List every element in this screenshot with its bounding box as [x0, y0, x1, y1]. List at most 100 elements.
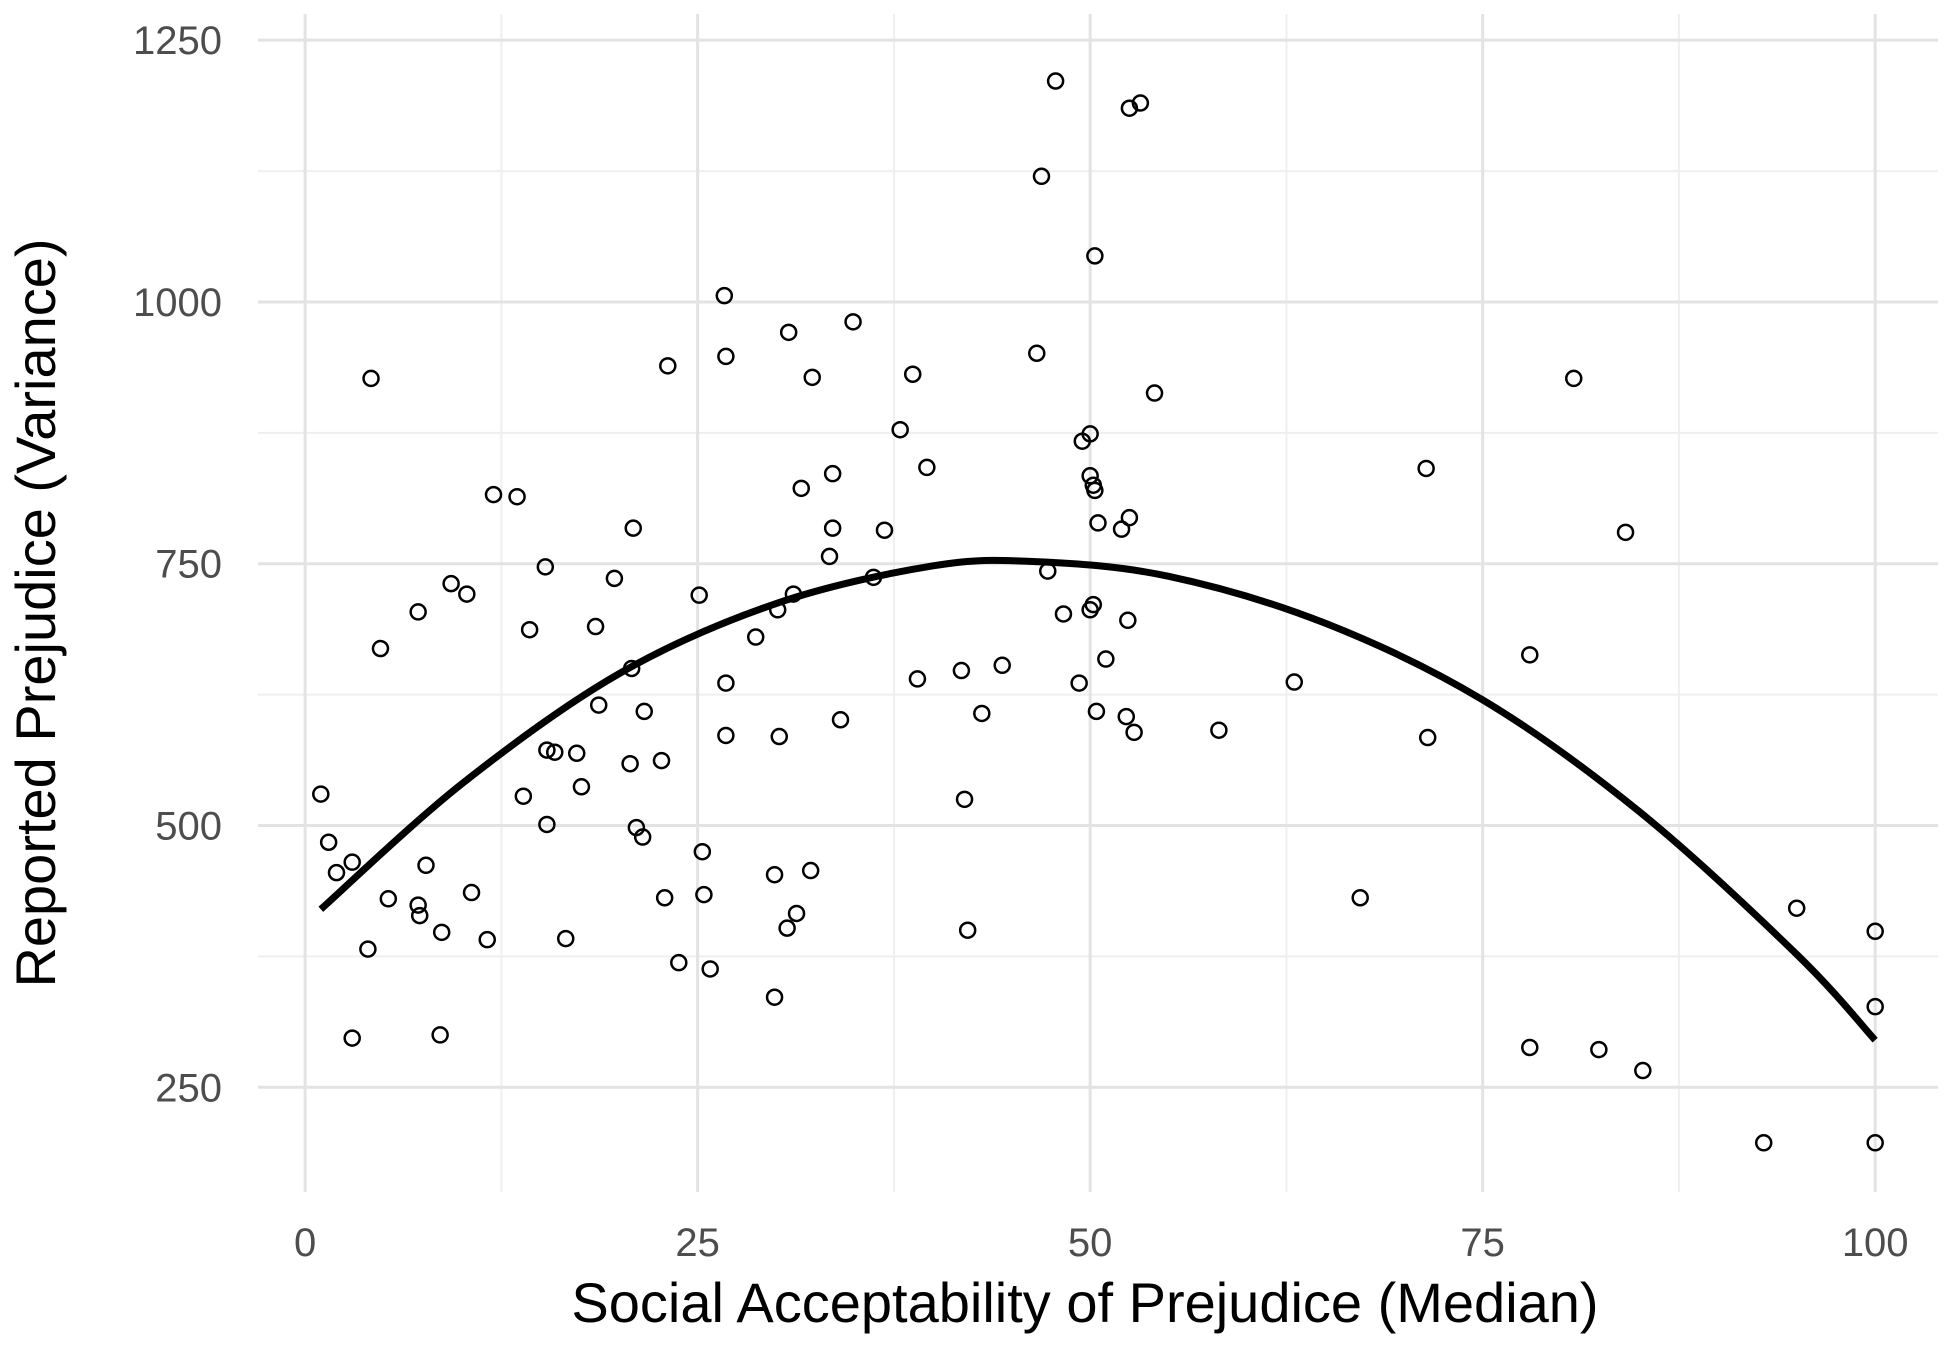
scatter-point — [343, 1029, 361, 1047]
scatter-point — [659, 357, 677, 375]
minor-gridlines — [258, 14, 1938, 1192]
scatter-point — [605, 569, 624, 588]
scatter-point — [823, 519, 842, 537]
scatter-point — [717, 726, 735, 745]
scatter-point — [1131, 94, 1150, 112]
scatter-point — [556, 929, 575, 948]
scatter-point — [538, 815, 556, 834]
scatter-point — [1521, 1038, 1539, 1057]
x-axis-tick-labels: 0 25 50 75 100 — [294, 1221, 1909, 1265]
scatter-point — [823, 464, 842, 483]
scatter-point — [652, 751, 671, 770]
scatter-point — [1866, 997, 1884, 1016]
scatter-point — [1866, 1134, 1884, 1152]
scatter-point — [844, 313, 862, 331]
scatter-point — [1097, 650, 1115, 668]
scatter-point — [820, 547, 839, 566]
scatter-point — [770, 727, 789, 746]
scatter-point — [1087, 702, 1106, 721]
scatter-point — [362, 369, 380, 388]
y-tick-label: 750 — [155, 543, 222, 587]
scatter-point — [670, 953, 688, 972]
scatter-point — [635, 702, 653, 721]
y-tick-label: 1250 — [133, 19, 222, 63]
x-tick-label: 50 — [1068, 1221, 1113, 1265]
scatter-point — [371, 639, 390, 658]
scatter-point — [690, 586, 708, 604]
scatter-point — [1285, 673, 1304, 691]
scatter-point — [693, 842, 712, 861]
scatter-point — [536, 558, 555, 576]
scatter-point — [1089, 514, 1107, 532]
y-tick-label: 1000 — [133, 281, 222, 325]
scatter-point — [1046, 72, 1065, 90]
scatter-point — [1634, 1061, 1652, 1080]
x-tick-label: 25 — [675, 1221, 720, 1265]
scatter-point — [955, 790, 974, 809]
scatter-point — [1590, 1040, 1608, 1059]
scatter-point — [319, 833, 338, 852]
scatter-point — [572, 778, 591, 796]
scatter-point — [621, 754, 639, 773]
x-tick-label: 75 — [1460, 1221, 1505, 1265]
scatter-point — [765, 865, 784, 884]
scatter-point — [908, 670, 927, 688]
scatter-point — [695, 885, 713, 904]
y-axis-tick-labels: 250 500 750 1000 1250 — [133, 19, 222, 1110]
scatter-point — [1866, 922, 1884, 941]
scatter-point — [1119, 611, 1137, 630]
scatter-point — [586, 617, 605, 636]
scatter-point — [1070, 674, 1088, 692]
scatter-point — [715, 286, 734, 305]
major-gridlines — [258, 14, 1938, 1192]
scatter-point — [1028, 344, 1046, 363]
x-tick-label: 0 — [294, 1221, 316, 1265]
scatter-point — [410, 906, 429, 925]
x-axis-title: Social Acceptability of Prejudice (Media… — [571, 1271, 1598, 1334]
scatter-point — [1351, 889, 1369, 907]
scatter-point — [432, 923, 451, 942]
scatter-point — [1418, 728, 1437, 747]
scatter-point — [717, 674, 735, 692]
scatter-point — [891, 420, 909, 439]
y-axis-title: Reported Prejudice (Variance) — [4, 238, 67, 987]
scatter-point — [831, 711, 850, 729]
scatter-point — [462, 883, 481, 902]
scatter-point — [717, 347, 735, 366]
y-tick-label: 250 — [155, 1066, 222, 1110]
scatter-point — [633, 828, 652, 846]
scatter-point — [1120, 508, 1139, 527]
scatter-point — [409, 603, 427, 621]
scatter-point — [1145, 384, 1164, 402]
scatter-point — [1086, 481, 1104, 500]
scatter-point — [875, 521, 894, 539]
scatter-point — [792, 479, 811, 498]
x-tick-label: 100 — [1842, 1221, 1909, 1265]
scatter-point — [442, 574, 460, 593]
scatter-point — [312, 785, 330, 803]
scatter-point — [431, 1026, 449, 1044]
scatter-point — [458, 585, 476, 603]
scatter-point — [343, 853, 361, 871]
scatter-point — [327, 863, 346, 882]
scatter-point — [746, 628, 765, 646]
scatter-point — [787, 904, 806, 923]
scatter-point — [778, 919, 796, 937]
scatter-point — [417, 856, 435, 875]
scatter-point — [1117, 707, 1136, 726]
scatter-point — [803, 368, 821, 387]
scatter-point — [1081, 425, 1099, 443]
scatter-point — [765, 988, 784, 1006]
scatter-point — [1112, 520, 1131, 538]
scatter-point — [801, 861, 820, 880]
scatter-point — [538, 741, 556, 759]
scatter-point — [958, 921, 977, 939]
scatter-point — [993, 656, 1011, 675]
scatter-point — [1125, 723, 1143, 742]
scatter-point — [779, 323, 798, 342]
scatter-point — [952, 661, 971, 680]
scatter-point — [973, 704, 991, 723]
scatter-point — [1417, 459, 1435, 478]
scatter-point — [567, 744, 586, 763]
scatter-point — [918, 458, 936, 477]
